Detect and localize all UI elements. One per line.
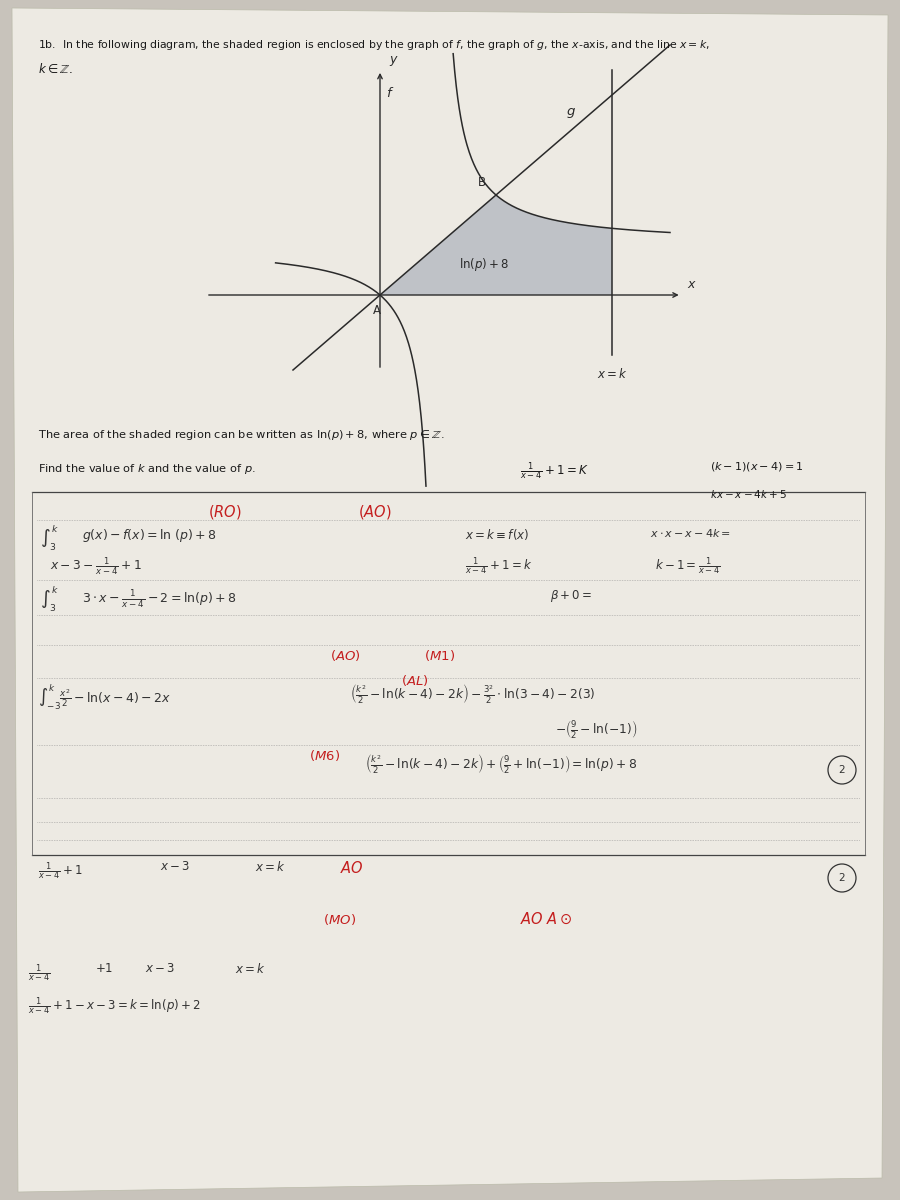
Text: A: A [374,304,381,317]
Text: $x$: $x$ [688,278,698,290]
Text: 1b.  In the following diagram, the shaded region is enclosed by the graph of $f$: 1b. In the following diagram, the shaded… [38,38,710,52]
Text: $\int_3^k$: $\int_3^k$ [40,584,59,613]
Text: $x-3-\frac{1}{x-4}+1$: $x-3-\frac{1}{x-4}+1$ [50,554,141,577]
Text: $(AL)$: $(AL)$ [401,673,428,688]
Text: $\left(\frac{k^2}{2}-\ln(k-4)-2k\right)-\frac{3^2}{2}\cdot\ln(3-4)-2(3)$: $\left(\frac{k^2}{2}-\ln(k-4)-2k\right)-… [350,682,596,704]
Text: $-\left(\frac{9}{2}-\ln(-1)\right)$: $-\left(\frac{9}{2}-\ln(-1)\right)$ [555,718,637,740]
Text: $(k-1)(x-4)=1$: $(k-1)(x-4)=1$ [710,460,804,473]
Text: $(MO)$: $(MO)$ [323,912,356,926]
Text: $x=k$: $x=k$ [235,962,266,976]
Text: $k-1=\frac{1}{x-4}$: $k-1=\frac{1}{x-4}$ [655,554,720,577]
Text: $3\cdot x - \frac{1}{x-4} - 2 = \ln(p)+8$: $3\cdot x - \frac{1}{x-4} - 2 = \ln(p)+8… [82,588,237,610]
Text: $g(x)-f(x) = \ln\,(p)+8$: $g(x)-f(x) = \ln\,(p)+8$ [82,527,217,544]
Text: $\int_3^k$: $\int_3^k$ [40,523,59,552]
Text: $x=k \equiv f(x)$: $x=k \equiv f(x)$ [465,527,529,542]
Text: The area of the shaded region can be written as $\mathrm{ln}(p) + 8$, where $p \: The area of the shaded region can be wri… [38,428,445,442]
Text: 2: 2 [839,766,845,775]
Text: $\frac{1}{x-4}+1-x-3=k = \ln(p)+2$: $\frac{1}{x-4}+1-x-3=k = \ln(p)+2$ [28,995,201,1016]
Text: $kx-x-4k+5$: $kx-x-4k+5$ [710,488,787,500]
Text: $x=k$: $x=k$ [255,860,286,874]
Text: $\frac{1}{x-4}+1=K$: $\frac{1}{x-4}+1=K$ [520,460,589,481]
Text: $y$: $y$ [389,54,399,67]
Text: 2: 2 [839,874,845,883]
Text: $x-3$: $x-3$ [160,860,190,874]
Text: $x\cdot x-x-4k=$: $x\cdot x-x-4k=$ [650,527,731,539]
Text: $x-3$: $x-3$ [145,962,176,974]
Text: $x=k$: $x=k$ [597,367,627,382]
Text: $+1$: $+1$ [95,962,113,974]
Text: $k \in \mathbb{Z}$.: $k \in \mathbb{Z}$. [38,62,73,76]
Text: $(AO)$: $(AO)$ [329,648,360,662]
Text: $\left(\frac{k^2}{2}-\ln(k-4)-2k\right)+\left(\frac{9}{2}+\ln(-1)\right)=\ln(p)+: $\left(\frac{k^2}{2}-\ln(k-4)-2k\right)+… [365,752,637,775]
Text: $\frac{1}{x-4}+1=k$: $\frac{1}{x-4}+1=k$ [465,554,533,577]
Text: B: B [477,176,486,188]
Text: $(M1)$: $(M1)$ [425,648,455,662]
Text: $\frac{1}{x-4}+1$: $\frac{1}{x-4}+1$ [38,860,83,882]
Polygon shape [380,194,612,295]
Text: $\frac{1}{x-4}$: $\frac{1}{x-4}$ [28,962,50,984]
Text: $AO\;A\odot$: $AO\;A\odot$ [520,912,572,928]
Polygon shape [12,8,888,1192]
Text: $AO$: $AO$ [340,860,364,876]
Text: $\beta+0=$: $\beta+0=$ [550,588,592,604]
Text: $(AO)$: $(AO)$ [358,503,392,521]
Text: $(M6)$: $(M6)$ [310,748,340,763]
Text: $f$: $f$ [386,86,394,100]
Text: $\ln(p)+8$: $\ln(p)+8$ [459,257,509,274]
Text: $g$: $g$ [566,106,576,120]
Text: $(RO)$: $(RO)$ [208,503,242,521]
Text: Find the value of $k$ and the value of $p$.: Find the value of $k$ and the value of $… [38,462,256,476]
Text: $\int_{-3}^k \frac{x^2}{2}-\ln(x-4)-2x$: $\int_{-3}^k \frac{x^2}{2}-\ln(x-4)-2x$ [38,682,171,710]
